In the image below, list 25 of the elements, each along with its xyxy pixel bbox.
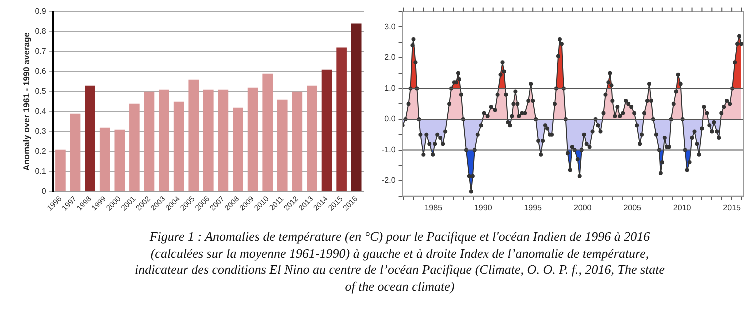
y-tick-label: 0.3 (35, 127, 47, 136)
y-axis-title: Anomaly over 1961 - 1990 average (21, 32, 32, 172)
y-tick-label: 0.0 (384, 114, 396, 124)
y-tick-label: -2.0 (382, 176, 396, 186)
y-tick-label: 0.2 (35, 147, 47, 156)
x-tick-label: 2010 (673, 203, 692, 212)
y-tick-label: 3.0 (384, 22, 396, 32)
y-tick-label: 1.0 (384, 84, 396, 93)
x-tick-label: 2000 (574, 203, 592, 212)
y-tick-label: 0.8 (35, 27, 47, 36)
y-tick-label: 0.1 (35, 167, 47, 176)
x-tick-label: 2015 (723, 203, 742, 212)
y-tick-label: 0.6 (35, 67, 47, 76)
y-tick-label: 2.0 (384, 53, 396, 62)
y-tick-label: 0.5 (35, 87, 47, 96)
y-tick-label: 0.4 (35, 107, 47, 116)
y-tick-label: -1.0 (382, 145, 396, 154)
y-tick-label: 0 (42, 187, 47, 196)
y-tick-label: 0.9 (35, 7, 47, 16)
x-tick-label: 1985 (424, 203, 444, 212)
x-tick-label: 1995 (524, 203, 543, 212)
x-tick-label: 1990 (474, 203, 493, 212)
caption: Figure 1 : Anomalies de température (en °C) pour le Pacifique et l'océan Indien de 1996 à 2016 (calculées sur la moyenne 1961-1990) à gauche et à droite Index de l’anomalie de température, indicateur des conditions El Nino au centre de l’océan Pacifique (Climate, O. O. P. f., 2016, The state of the ocean climate) (134, 229, 666, 295)
y-tick-label: 0.7 (35, 47, 47, 56)
x-tick-label: 2005 (624, 203, 642, 212)
